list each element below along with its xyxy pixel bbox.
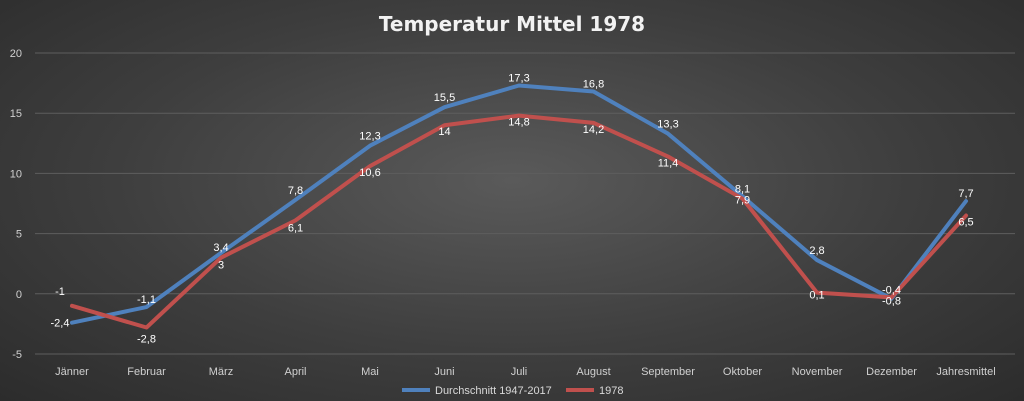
data-label: -2,4 bbox=[51, 318, 70, 330]
data-label: 0,1 bbox=[809, 290, 824, 302]
x-tick-label: März bbox=[209, 366, 233, 378]
x-tick-label: September bbox=[641, 366, 695, 378]
data-label: 13,3 bbox=[657, 119, 678, 131]
x-tick-label: August bbox=[576, 366, 610, 378]
legend-entry: 1978 bbox=[599, 385, 623, 397]
data-label: 7,7 bbox=[958, 188, 973, 200]
x-tick-label: Juni bbox=[434, 366, 454, 378]
data-label: 6,1 bbox=[288, 222, 303, 234]
series-line bbox=[70, 83, 968, 325]
data-label: -1 bbox=[55, 286, 65, 298]
y-tick-label: 15 bbox=[10, 108, 22, 120]
x-tick-label: April bbox=[284, 366, 306, 378]
data-label: 16,8 bbox=[583, 79, 604, 91]
data-label: 3 bbox=[218, 260, 224, 272]
data-label: 14,2 bbox=[583, 124, 604, 136]
x-tick-label: Jänner bbox=[55, 366, 89, 378]
data-label: -1,1 bbox=[137, 294, 156, 306]
data-label: 3,4 bbox=[213, 242, 228, 254]
data-label: 10,6 bbox=[359, 167, 380, 179]
chart-title: Temperatur Mittel 1978 bbox=[379, 12, 645, 36]
data-label: 6,5 bbox=[958, 217, 973, 229]
y-axis: -5 0 5 10 15 20 bbox=[10, 48, 22, 361]
x-tick-label: Mai bbox=[361, 366, 379, 378]
data-label: 14,8 bbox=[508, 117, 529, 129]
data-label: 8,1 bbox=[735, 183, 750, 195]
data-label: 12,3 bbox=[359, 131, 380, 143]
data-label: 2,8 bbox=[809, 245, 824, 257]
data-label: 7,8 bbox=[288, 185, 303, 197]
data-label: 15,5 bbox=[434, 92, 455, 104]
legend-entry: Durchschnitt 1947-2017 bbox=[435, 385, 552, 397]
x-tick-label: Dezember bbox=[866, 366, 917, 378]
x-tick-label: Jahresmittel bbox=[936, 366, 995, 378]
legend: Durchschnitt 1947-2017 1978 bbox=[402, 385, 623, 397]
data-label: 14 bbox=[438, 126, 450, 138]
x-tick-label: Oktober bbox=[723, 366, 762, 378]
data-label: 7,9 bbox=[735, 195, 750, 207]
data-label: -2,8 bbox=[137, 334, 156, 346]
y-tick-label: 10 bbox=[10, 168, 22, 180]
y-tick-label: 5 bbox=[16, 229, 22, 241]
y-tick-label: -5 bbox=[12, 349, 22, 361]
x-axis: Jänner Februar März April Mai Juni Juli August S… bbox=[55, 366, 995, 378]
data-label: 11,4 bbox=[658, 158, 679, 170]
x-tick-label: Juli bbox=[511, 366, 528, 378]
data-label: 17,3 bbox=[508, 73, 529, 85]
data-labels: -2,4 -1,1 3,4 7,8 12,3 15,5 17,3 16,8 13,3 8,1 2,8… bbox=[51, 73, 974, 346]
data-label: -0,4 bbox=[882, 285, 901, 297]
y-tick-label: 0 bbox=[16, 289, 22, 301]
gridlines bbox=[35, 52, 1015, 355]
y-tick-label: 20 bbox=[10, 48, 22, 60]
series-lines bbox=[70, 83, 968, 330]
series-line bbox=[70, 113, 968, 330]
data-label: -0,8 bbox=[882, 295, 901, 307]
x-tick-label: November bbox=[792, 366, 843, 378]
x-tick-label: Februar bbox=[127, 366, 166, 378]
